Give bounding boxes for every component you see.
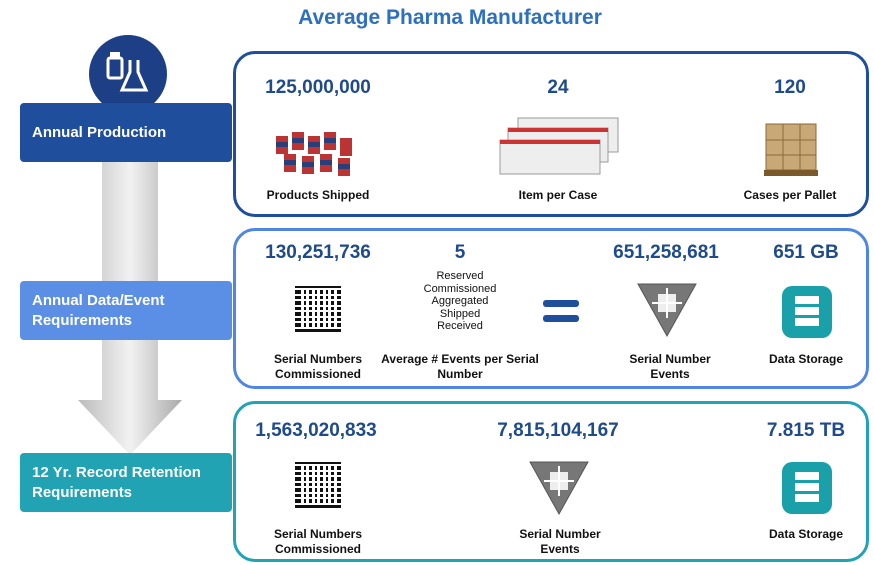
value: 651,258,681	[613, 242, 719, 264]
value: 1,563,020,833	[255, 420, 377, 442]
infographic: Average Pharma Manufacturer Annual Produ…	[0, 0, 874, 565]
caption: Cases per Pallet	[715, 188, 865, 203]
value: 120	[774, 77, 806, 99]
caption: Products Shipped	[243, 188, 393, 203]
value: 7,815,104,167	[497, 420, 619, 442]
row-label: Annual Data/Event Requirements	[20, 281, 232, 340]
caption: Serial Numbers Commissioned	[243, 527, 393, 557]
bottles-icon	[272, 122, 364, 180]
caption: Item per Case	[483, 188, 633, 203]
event-type: Commissioned	[424, 283, 497, 296]
caption: Serial Number Events	[615, 352, 725, 382]
storage-icon	[782, 286, 832, 338]
events-icon	[528, 460, 590, 516]
value: 24	[547, 77, 568, 99]
caption: Serial Numbers Commissioned	[243, 352, 393, 382]
event-type: Shipped	[424, 308, 497, 321]
pharma-icon	[88, 34, 168, 114]
storage-icon	[782, 462, 832, 514]
value: 125,000,000	[265, 77, 371, 99]
event-type: Aggregated	[424, 295, 497, 308]
row-label: 12 Yr. Record Retention Requirements	[20, 453, 232, 512]
events-icon	[636, 282, 698, 338]
caption: Data Storage	[731, 527, 874, 542]
value: 5	[455, 242, 466, 264]
pallet-icon	[760, 116, 822, 178]
caption: Data Storage	[731, 352, 874, 367]
caption: Average # Events per Serial Number	[380, 352, 540, 382]
event-list: Reserved Commissioned Aggregated Shipped…	[424, 270, 497, 333]
event-type: Received	[424, 320, 497, 333]
serial-code-icon	[295, 462, 341, 508]
cases-icon	[498, 116, 622, 178]
event-type: Reserved	[424, 270, 497, 283]
row-label: Annual Production	[20, 103, 232, 162]
title: Average Pharma Manufacturer	[298, 6, 602, 30]
value: 7.815 TB	[767, 420, 845, 442]
value: 130,251,736	[265, 242, 371, 264]
caption: Serial Number Events	[505, 527, 615, 557]
value: 651 GB	[773, 242, 838, 264]
equals-sign	[543, 298, 579, 324]
serial-code-icon	[295, 286, 341, 332]
